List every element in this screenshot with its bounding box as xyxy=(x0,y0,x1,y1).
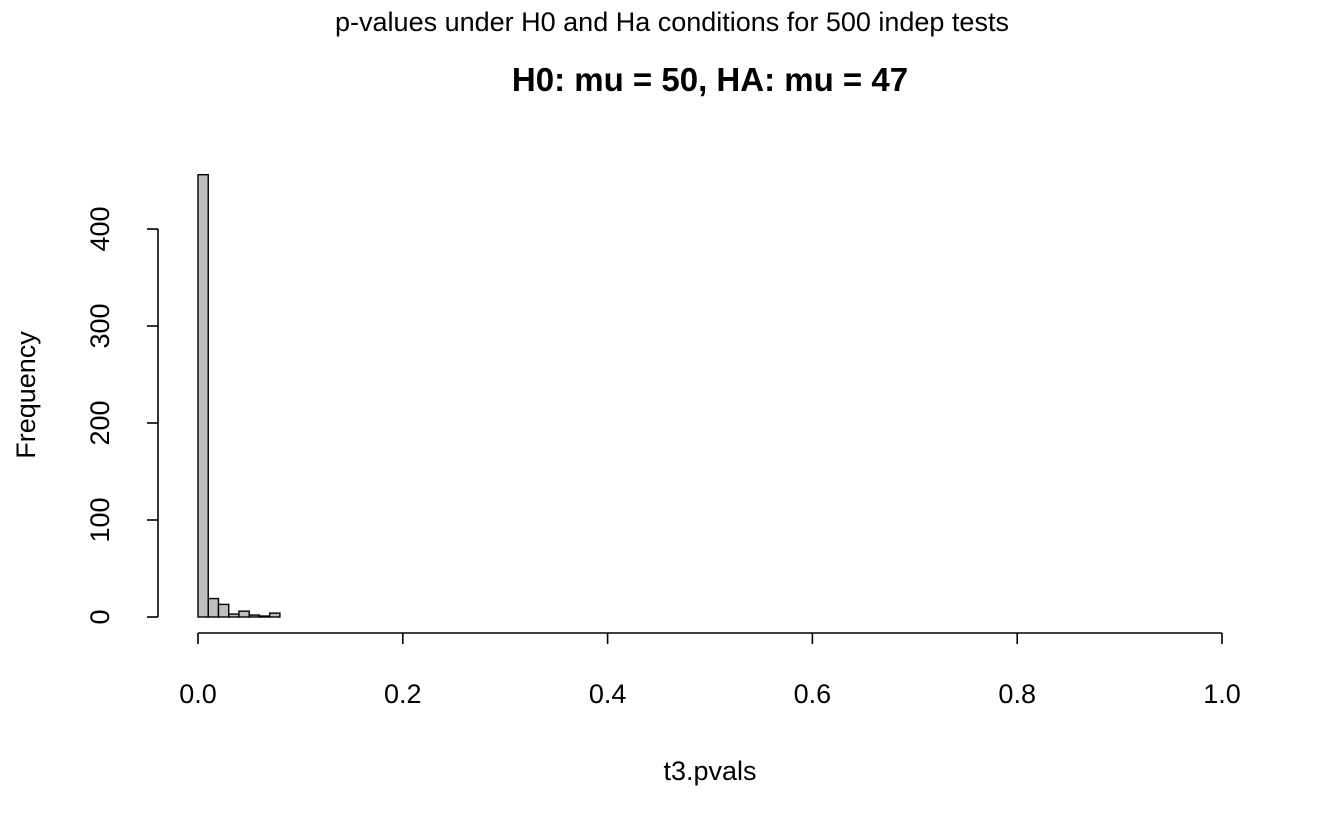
x-tick-label-2: 0.4 xyxy=(589,679,627,709)
x-axis: 0.0 0.2 0.4 0.6 0.8 1.0 xyxy=(179,632,1241,709)
x-tick-label-5: 1.0 xyxy=(1203,679,1241,709)
chart-title: H0: mu = 50, HA: mu = 47 xyxy=(512,61,908,98)
histogram-bar-7 xyxy=(268,612,281,618)
histogram-bar-4 xyxy=(238,610,250,618)
y-tick-label-2: 200 xyxy=(85,400,115,445)
histogram-bars xyxy=(197,173,281,618)
y-tick-label-4: 400 xyxy=(85,206,115,251)
x-tick-label-3: 0.6 xyxy=(794,679,832,709)
x-tick-label-1: 0.2 xyxy=(384,679,422,709)
y-tick-label-3: 300 xyxy=(85,303,115,348)
histogram-bar-6 xyxy=(258,615,271,618)
y-tick-label-0: 0 xyxy=(85,609,115,624)
histogram-bar-3 xyxy=(228,613,240,618)
y-axis-title: Frequency xyxy=(11,331,41,459)
histogram-bar-5 xyxy=(248,614,261,618)
chart-subtitle: p-values under H0 and Ha conditions for … xyxy=(335,7,1009,37)
y-axis: 0 100 200 300 400 xyxy=(85,206,159,625)
x-axis-title: t3.pvals xyxy=(663,756,756,786)
histogram-bar-1 xyxy=(207,597,220,618)
y-tick-label-1: 100 xyxy=(85,497,115,542)
histogram-bar-2 xyxy=(217,603,230,618)
x-tick-label-4: 0.8 xyxy=(998,679,1036,709)
histogram-bar-0 xyxy=(197,173,209,618)
x-tick-label-0: 0.0 xyxy=(179,679,217,709)
